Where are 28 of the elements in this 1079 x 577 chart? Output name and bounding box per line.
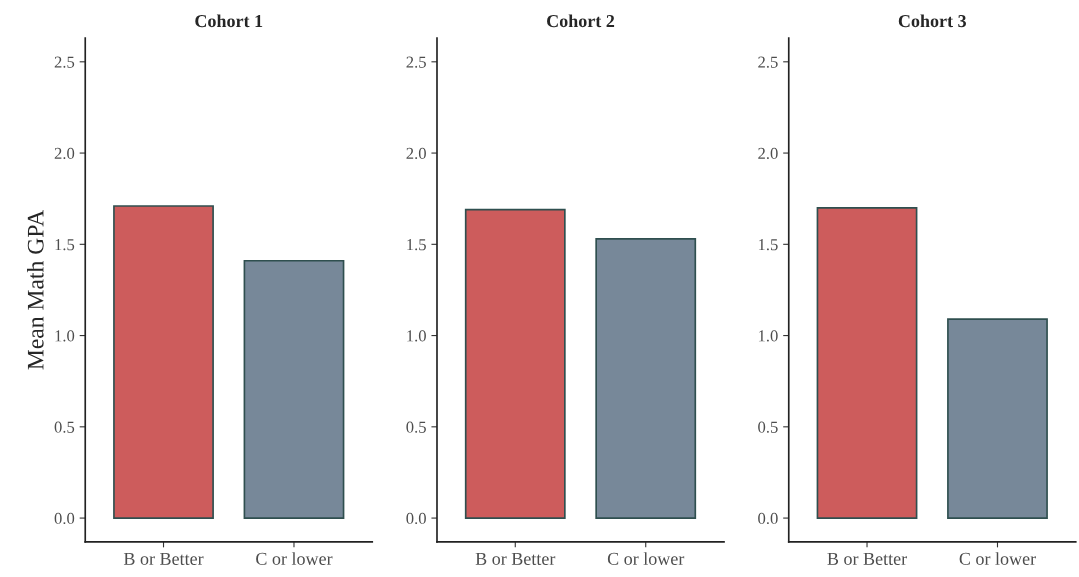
y-tick-label: 0.0 bbox=[758, 512, 778, 525]
x-tick-label: C or lower bbox=[607, 552, 685, 565]
y-tick-label: 0.5 bbox=[406, 421, 426, 433]
y-tick-label: 2.5 bbox=[758, 56, 778, 68]
x-tick-label: B or Better bbox=[475, 552, 556, 565]
chart-title: Cohort 3 bbox=[898, 14, 966, 28]
y-tick-label: 1.0 bbox=[407, 330, 426, 342]
chart-title: Cohort 1 bbox=[195, 14, 263, 28]
y-tick-label: 0.5 bbox=[54, 421, 75, 433]
x-tick-label: C or lower bbox=[256, 552, 333, 565]
y-tick-label: 1.0 bbox=[758, 330, 778, 342]
y-tick-label: 2.5 bbox=[54, 56, 75, 68]
x-tick-label: B or Better bbox=[123, 552, 204, 565]
y-tick-label: 1.5 bbox=[55, 239, 75, 251]
y-tick-label: 0.0 bbox=[406, 512, 426, 525]
y-tick-label: 1.5 bbox=[407, 239, 426, 251]
y-tick-label: 0.0 bbox=[54, 512, 75, 525]
y-tick-label: 2.0 bbox=[54, 147, 75, 160]
y-tick-label: 2.5 bbox=[406, 56, 426, 68]
y-tick-label: 0.5 bbox=[758, 421, 778, 433]
y-tick-label: 1.0 bbox=[55, 330, 75, 342]
chart-title: Cohort 2 bbox=[547, 14, 615, 28]
x-tick-label: B or Better bbox=[827, 552, 907, 565]
y-tick-label: 2.0 bbox=[758, 147, 778, 160]
y-axis-title: Mean Math GPA bbox=[27, 209, 44, 370]
x-tick-label: C or lower bbox=[959, 552, 1036, 565]
y-tick-label: 2.0 bbox=[406, 147, 426, 160]
y-tick-label: 1.5 bbox=[758, 239, 778, 251]
